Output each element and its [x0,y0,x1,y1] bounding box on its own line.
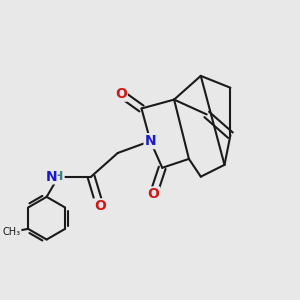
Text: O: O [94,199,106,213]
Text: CH₃: CH₃ [3,227,21,237]
Text: N: N [145,134,156,148]
Text: N: N [45,170,57,184]
Text: H: H [53,170,64,183]
Text: O: O [147,188,159,202]
Text: O: O [115,87,127,101]
